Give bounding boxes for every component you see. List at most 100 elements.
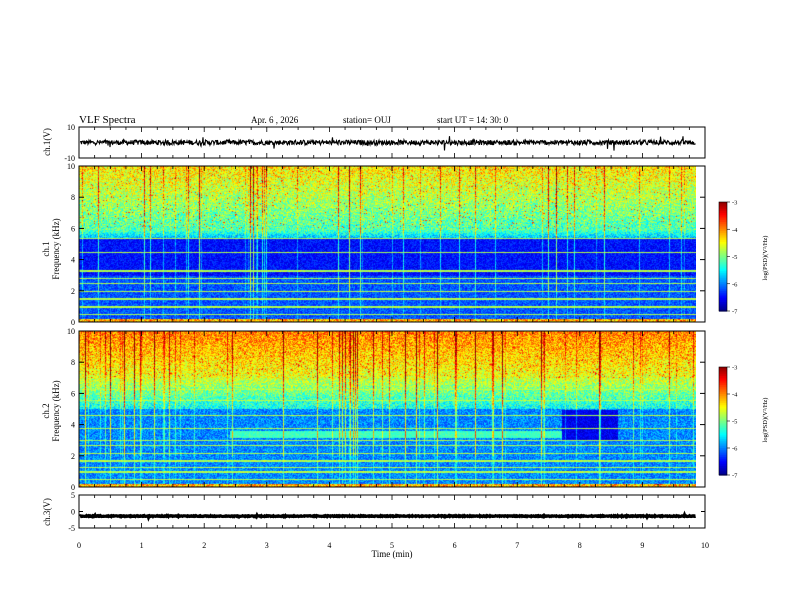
- ch2-spectrogram-colorbar-tick-label: -5: [732, 419, 737, 426]
- x-tick-label: 10: [701, 541, 709, 550]
- ch1-spectrogram-colorbar-tick-label: -4: [732, 227, 738, 234]
- ch3-waveform-trace: [78, 510, 697, 522]
- start-ut-label: start UT = 14: 30: 0: [437, 115, 509, 125]
- ch1-spectrogram-colorbar-cell: [719, 291, 727, 294]
- ch2-spectrogram-colorbar-cell: [719, 473, 727, 476]
- ch1-spectrogram-colorbar-cell: [719, 234, 727, 238]
- ch1-spectrogram-colorbar-cell: [719, 247, 727, 250]
- ch1-voltage-ylabel: ch.1(V): [42, 128, 52, 156]
- x-tick-label: 7: [515, 541, 519, 550]
- ch1-spectrogram-colorbar-cell: [719, 231, 727, 234]
- ch1-spectrogram-colorbar-cell: [719, 261, 727, 265]
- ch1-spectrogram-ytick-label: 8: [71, 193, 75, 202]
- ch2-spectrogram-colorbar-cell: [719, 395, 727, 399]
- x-tick-label: 6: [453, 541, 457, 550]
- ch2-spectrogram-colorbar-cell: [719, 383, 727, 386]
- ch2-spectrogram-colorbar-cell: [719, 388, 727, 391]
- ch1-spectrogram-panel: 10 8 6 4 2 0: [67, 162, 706, 327]
- ch2-spectrogram-colorbar-cell: [719, 428, 727, 431]
- ch2-spectrogram-panel: 10 8 6 4 2 0: [67, 327, 706, 492]
- ch2-spectrogram-colorbar-cell: [719, 433, 727, 436]
- ch2-spectrogram-colorbar-cell: [719, 431, 727, 435]
- ch1-spectrogram-colorbar-cell: [719, 227, 727, 230]
- ch1-spectrogram-ytick-label: 2: [71, 287, 75, 296]
- ch1-spectrogram-colorbar-cell: [719, 225, 727, 229]
- ch1-spectrogram-colorbar-cell: [719, 245, 727, 249]
- ch1-spectrogram-colorbar-tick-label: -7: [732, 309, 738, 316]
- ch1-spectrogram-colorbar-cell: [719, 258, 727, 261]
- ch2-spectrogram-ytick-label: 10: [67, 327, 75, 336]
- ch2-spectrogram-colorbar-cell: [719, 385, 727, 388]
- ch2-spectrogram-colorbar-cell: [719, 381, 727, 384]
- ch2-spectrogram-colorbar-cell: [719, 390, 727, 393]
- ch1-spectrogram-ytick-label: 6: [71, 224, 75, 233]
- x-axis: 0 1 2 3 4 5 6 7 8 9 10: [77, 541, 709, 550]
- x-tick-label: 3: [265, 541, 269, 550]
- ch1-spectrogram-ytick-label: 4: [71, 256, 75, 265]
- ch2-spectrogram-colorbar-cell: [719, 458, 727, 462]
- ch2-spectrogram-colorbar-cell: [719, 372, 727, 375]
- ch1-spectrogram-colorbar-cell: [719, 241, 727, 245]
- ch2-spectrogram-colorbar-cell: [719, 415, 727, 418]
- ch1-spectrogram-colorbar-cell: [719, 309, 727, 312]
- ch1-spectrogram-colorbar-cell: [719, 229, 727, 232]
- ch1-waveform-ytick-label: -10: [64, 154, 75, 163]
- ch1-spectrogram-ytick-label: 10: [67, 162, 75, 171]
- ch2-spectrogram-colorbar-cell: [719, 440, 727, 444]
- ch1-spectrogram-colorbar-cell: [719, 272, 727, 276]
- ch1-spectrogram-colorbar-cell: [719, 265, 727, 268]
- ch1-spectrogram-colorbar-cell: [719, 298, 727, 301]
- ch1-spectrogram-colorbar-cell: [719, 289, 727, 292]
- x-tick-label: 0: [77, 541, 81, 550]
- ch1-spectrogram-colorbar-cell: [719, 287, 727, 290]
- ch1-spectrogram-colorbar-cell: [719, 296, 727, 299]
- ch2-spectrogram-colorbar-cell: [719, 444, 727, 447]
- x-tick-label: 2: [202, 541, 206, 550]
- ch2-spectrogram-colorbar-cell: [719, 376, 727, 379]
- ch1-spectrogram-colorbar-cell: [719, 292, 727, 296]
- ch1-spectrogram-colorbar-cell: [719, 216, 727, 219]
- ch1-spectrogram-colorbar-cell: [719, 238, 727, 241]
- ch1-waveform-panel: 10 -10: [64, 123, 706, 163]
- ch1-spectrogram-colorbar-cell: [719, 205, 727, 209]
- ch1-spectrogram-colorbar-cell: [719, 240, 727, 243]
- ch1-spectrogram-colorbar-cell: [719, 249, 727, 252]
- ch1-spectrogram-colorbar-tick-label: -5: [732, 254, 737, 261]
- ch1-spectrogram-colorbar-cell: [719, 214, 727, 218]
- ch3-waveform-ytick-label: 5: [71, 491, 75, 500]
- ch1-spectrogram-colorbar-cell: [719, 220, 727, 223]
- ch2-spectrogram-colorbar-cell: [719, 422, 727, 426]
- x-tick-label: 5: [390, 541, 394, 550]
- ch1-spectrogram-colorbar-cell: [719, 271, 727, 274]
- x-tick-label: 4: [327, 541, 331, 550]
- ch2-spectrogram-colorbar-cell: [719, 408, 727, 411]
- ch1-spectrogram-colorbar-cell: [719, 294, 727, 298]
- ch1-spectrogram-colorbar-cell: [719, 236, 727, 239]
- ch2-spectrogram-colorbar-cell: [719, 413, 727, 417]
- ch1-waveform-trace: [79, 136, 696, 151]
- ch2-spectrogram-colorbar-cell: [719, 370, 727, 373]
- ch2-spectrogram-ytick-label: 8: [71, 358, 75, 367]
- ch2-spectrogram-colorbar-cell: [719, 397, 727, 400]
- ch3-waveform-frame: [78, 494, 706, 529]
- ch2-spectrogram-colorbar-tick-label: -6: [732, 446, 738, 453]
- ch1-frequency-ylabel: Frequency (kHz): [51, 218, 61, 279]
- ch2-spectrogram-colorbar-cell: [719, 367, 727, 370]
- ch3-waveform-ytick-label: -5: [68, 524, 75, 533]
- ch1-spectrogram-colorbar-cell: [719, 267, 727, 270]
- x-tick-label: 9: [640, 541, 644, 550]
- ch1-spectrogram-colorbar-cell: [719, 254, 727, 258]
- ch2-spectrogram-colorbar-cell: [719, 471, 727, 474]
- ch2-colorbar-label: log(PSD)(V²/Hz): [762, 398, 769, 443]
- ch1-spectrogram-colorbar-cell: [719, 251, 727, 254]
- ch1-spectrogram-colorbar-cell: [719, 274, 727, 278]
- ch2-channel-label: ch.2: [41, 403, 51, 418]
- ch3-waveform-ytick-label: 0: [71, 508, 75, 517]
- ch3-waveform-panel: 5 0 -5: [68, 491, 706, 533]
- ch1-waveform-ytick-label: 10: [67, 123, 75, 132]
- ch2-frequency-ylabel: Frequency (kHz): [51, 380, 61, 441]
- ch1-spectrogram-colorbar-cell: [719, 300, 727, 303]
- ch1-spectrogram-colorbar-cell: [719, 263, 727, 267]
- ch2-spectrogram-colorbar-cell: [719, 467, 727, 471]
- ch2-spectrogram-colorbar-cell: [719, 401, 727, 404]
